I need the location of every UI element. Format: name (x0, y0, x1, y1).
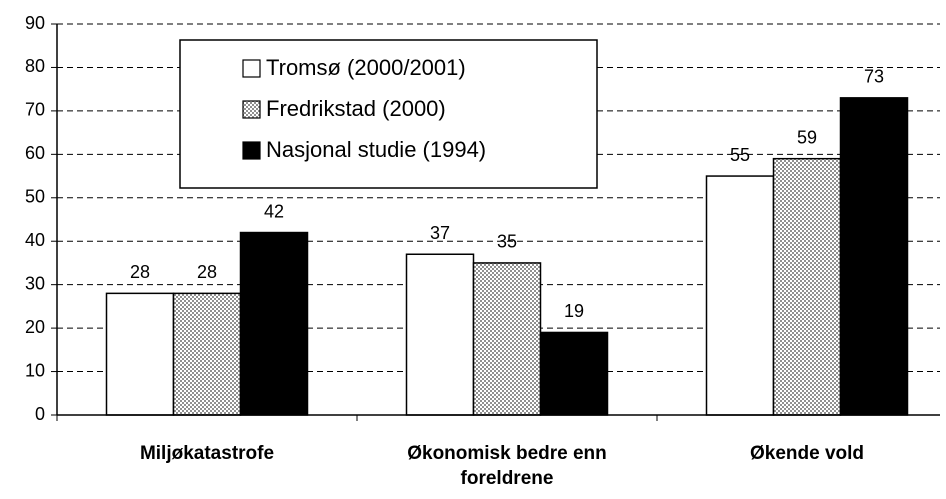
data-label: 19 (564, 301, 584, 321)
x-tick-label: Økonomisk bedre enn foreldrene (407, 443, 607, 489)
bar (539, 331, 609, 416)
data-label: 73 (864, 67, 884, 87)
bar (839, 97, 909, 416)
y-tick-label: 70 (25, 100, 45, 120)
data-label: 59 (797, 127, 817, 147)
y-tick-label: 0 (35, 404, 45, 424)
x-tick-label: Økende vold (749, 443, 865, 464)
data-label: 28 (130, 262, 150, 282)
bar (472, 262, 542, 416)
y-tick-label: 80 (25, 56, 45, 76)
data-label: 42 (264, 201, 284, 221)
y-tick-label: 50 (25, 187, 45, 207)
y-tick-label: 10 (25, 360, 45, 380)
legend-swatch (242, 141, 261, 160)
data-label: 35 (497, 232, 517, 252)
x-tick-label: Miljøkatastrofe (139, 443, 275, 464)
y-tick-label: 40 (25, 230, 45, 250)
bar (239, 231, 309, 416)
bar (705, 175, 775, 416)
legend-label: Tromsø (2000/2001) (266, 55, 466, 80)
data-label: 28 (197, 262, 217, 282)
legend-swatch (242, 100, 261, 119)
y-tick-label: 20 (25, 317, 45, 337)
y-tick-label: 60 (25, 143, 45, 163)
legend-label: Nasjonal studie (1994) (266, 137, 486, 162)
data-label: 55 (730, 145, 750, 165)
legend-label: Fredrikstad (2000) (266, 96, 446, 121)
data-label: 37 (430, 223, 450, 243)
y-tick-label: 90 (25, 13, 45, 33)
bar (105, 292, 175, 416)
bar (405, 253, 475, 416)
bar (172, 292, 242, 416)
bar (772, 157, 842, 416)
legend-swatch (242, 59, 261, 78)
y-tick-label: 30 (25, 273, 45, 293)
